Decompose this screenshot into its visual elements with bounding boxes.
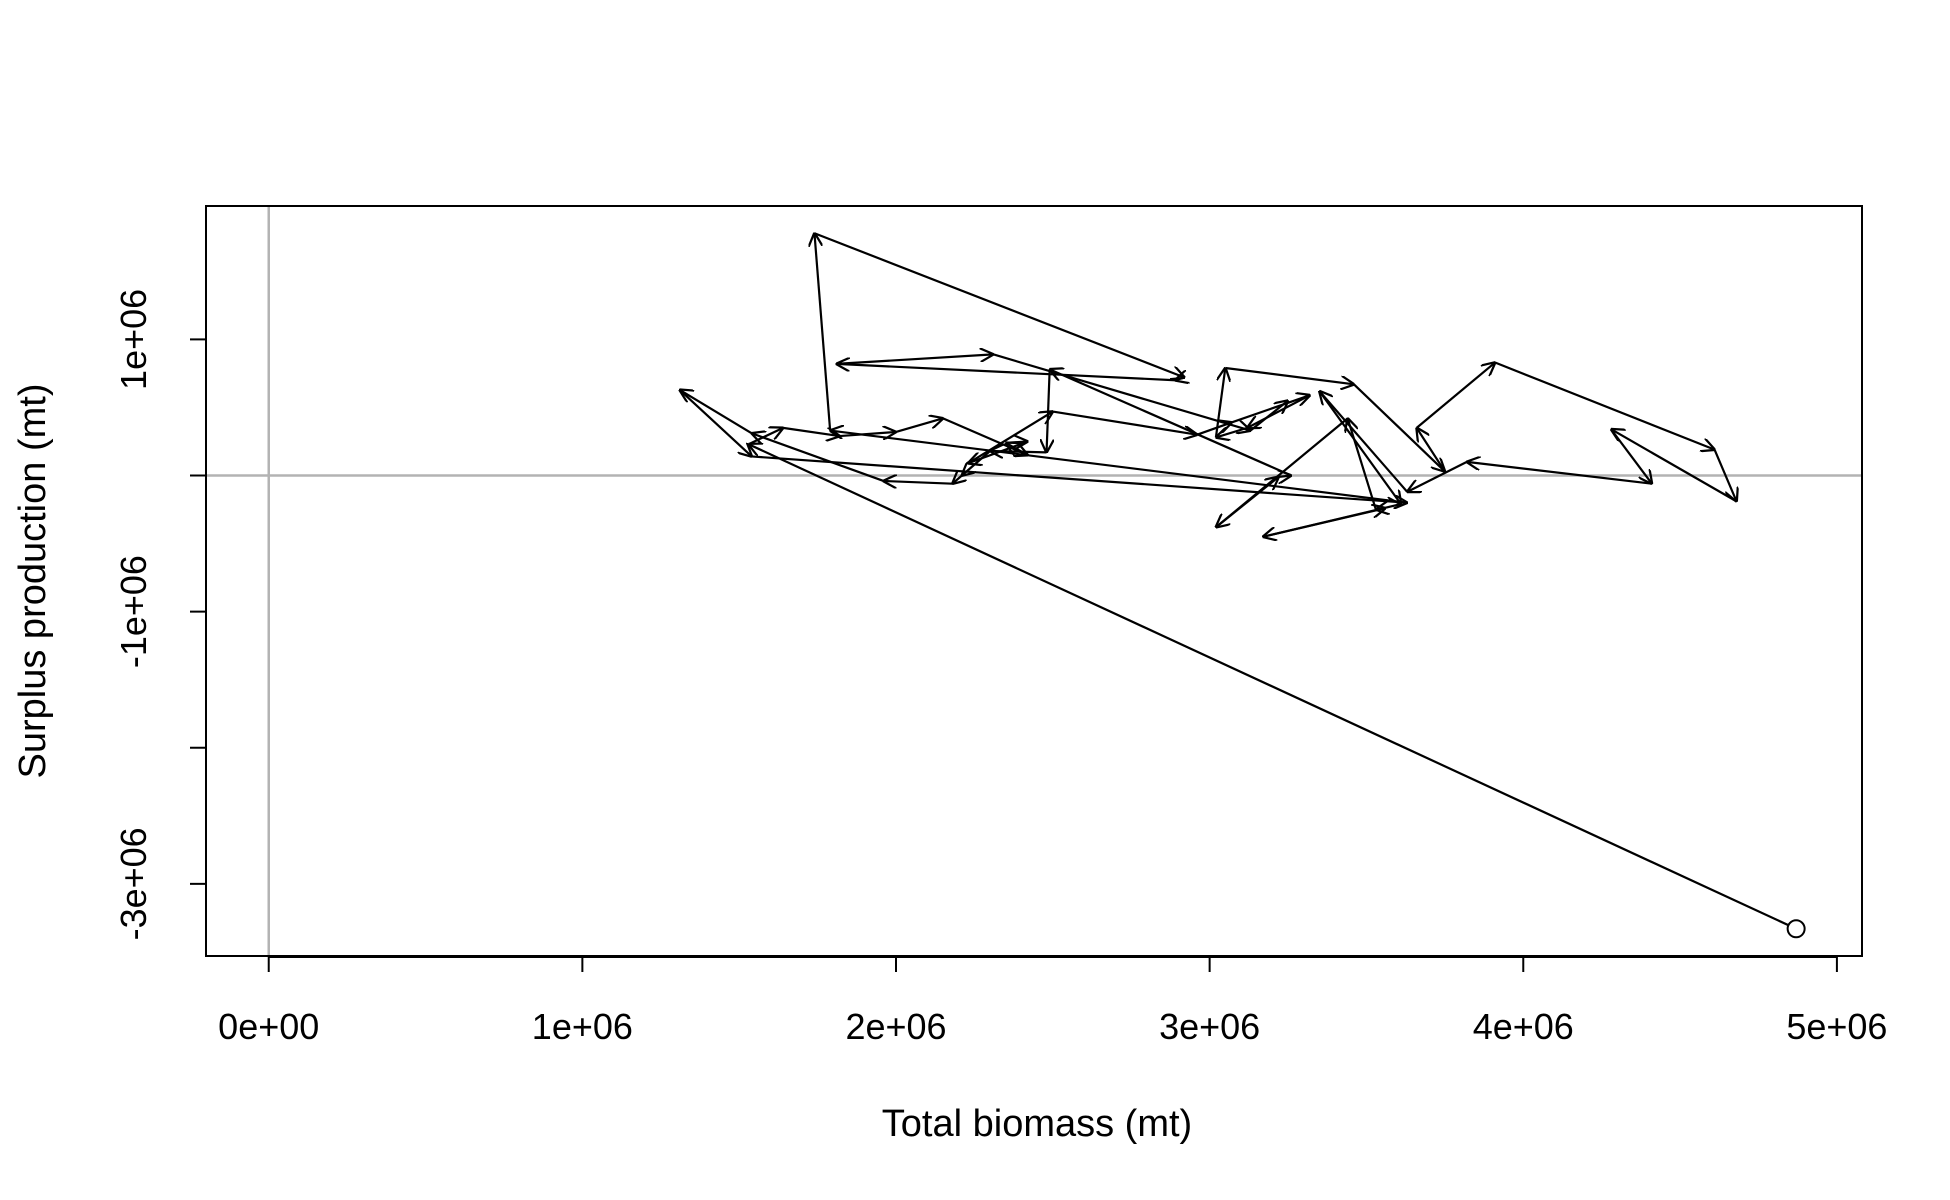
trajectory-arrow [992, 353, 1250, 430]
trajectory-arrow [967, 412, 1053, 465]
trajectory-arrow [1610, 428, 1652, 483]
trajectory-arrow [1353, 383, 1445, 471]
trajectory-arrow [1262, 508, 1385, 538]
trajectory-arrow [1231, 395, 1310, 424]
trajectory-arrow [1052, 410, 1197, 435]
x-axis-title: Total biomass (mt) [882, 1103, 1192, 1145]
trajectory-arrow [1611, 429, 1738, 503]
x-tick-label: 0e+00 [218, 1006, 319, 1047]
trajectory-series [678, 232, 1806, 939]
trajectory-arrow [814, 232, 1184, 377]
trajectory-arrow [836, 364, 1176, 382]
trajectory-arrow [1214, 368, 1225, 438]
trajectory-arrow [1050, 369, 1292, 477]
trajectory-arrow [749, 444, 1797, 930]
trajectory-arrow [1415, 363, 1495, 429]
y-tick-label: -1e+06 [113, 555, 154, 668]
trajectory-arrow [1417, 428, 1446, 473]
y-axis-title: Surplus production (mt) [12, 384, 54, 779]
trajectory-arrow [1225, 366, 1354, 384]
trajectory-arrow [1247, 394, 1311, 428]
trajectory-arrow [678, 388, 752, 457]
x-tick-label: 4e+06 [1473, 1006, 1574, 1047]
x-axis: 0e+00 1e+06 2e+06 3e+06 4e+06 5e+06 [218, 956, 1887, 1047]
trajectory-arrow [1318, 390, 1401, 504]
trajectory-arrow [1249, 401, 1288, 432]
x-tick-label: 2e+06 [845, 1006, 946, 1047]
trajectory-arrow [836, 354, 993, 365]
y-tick-label: -3e+06 [113, 827, 154, 940]
trajectory-arrow [1175, 378, 1184, 381]
trajectory-arrow [895, 418, 943, 434]
trajectory-arrow [952, 476, 961, 484]
trajectory-arrow [883, 481, 953, 484]
trajectory-arrow [752, 433, 884, 482]
trajectory-arrow [1319, 391, 1409, 493]
trajectory-arrow [1494, 361, 1715, 450]
y-tick-label: 1e+06 [113, 289, 154, 390]
trajectory-arrow [1376, 508, 1385, 509]
start-point-marker [1786, 919, 1806, 939]
trajectory-arrow [1047, 369, 1050, 452]
trajectory-arrow [814, 233, 832, 431]
trajectory-arrow [1407, 460, 1468, 492]
trajectory-arrow [751, 455, 1408, 502]
x-tick-label: 3e+06 [1159, 1006, 1260, 1047]
x-tick-label: 5e+06 [1786, 1006, 1887, 1047]
x-tick-label: 1e+06 [532, 1006, 633, 1047]
y-axis: -3e+06 -1e+06 1e+06 [113, 289, 207, 940]
trajectory-arrow [1713, 449, 1737, 502]
trajectory-arrow [1348, 418, 1377, 510]
trajectory-arrow [1467, 462, 1652, 485]
trajectory-arrow [680, 390, 753, 435]
trajectory-arrow [830, 431, 1408, 504]
trajectory-arrow [839, 432, 896, 436]
